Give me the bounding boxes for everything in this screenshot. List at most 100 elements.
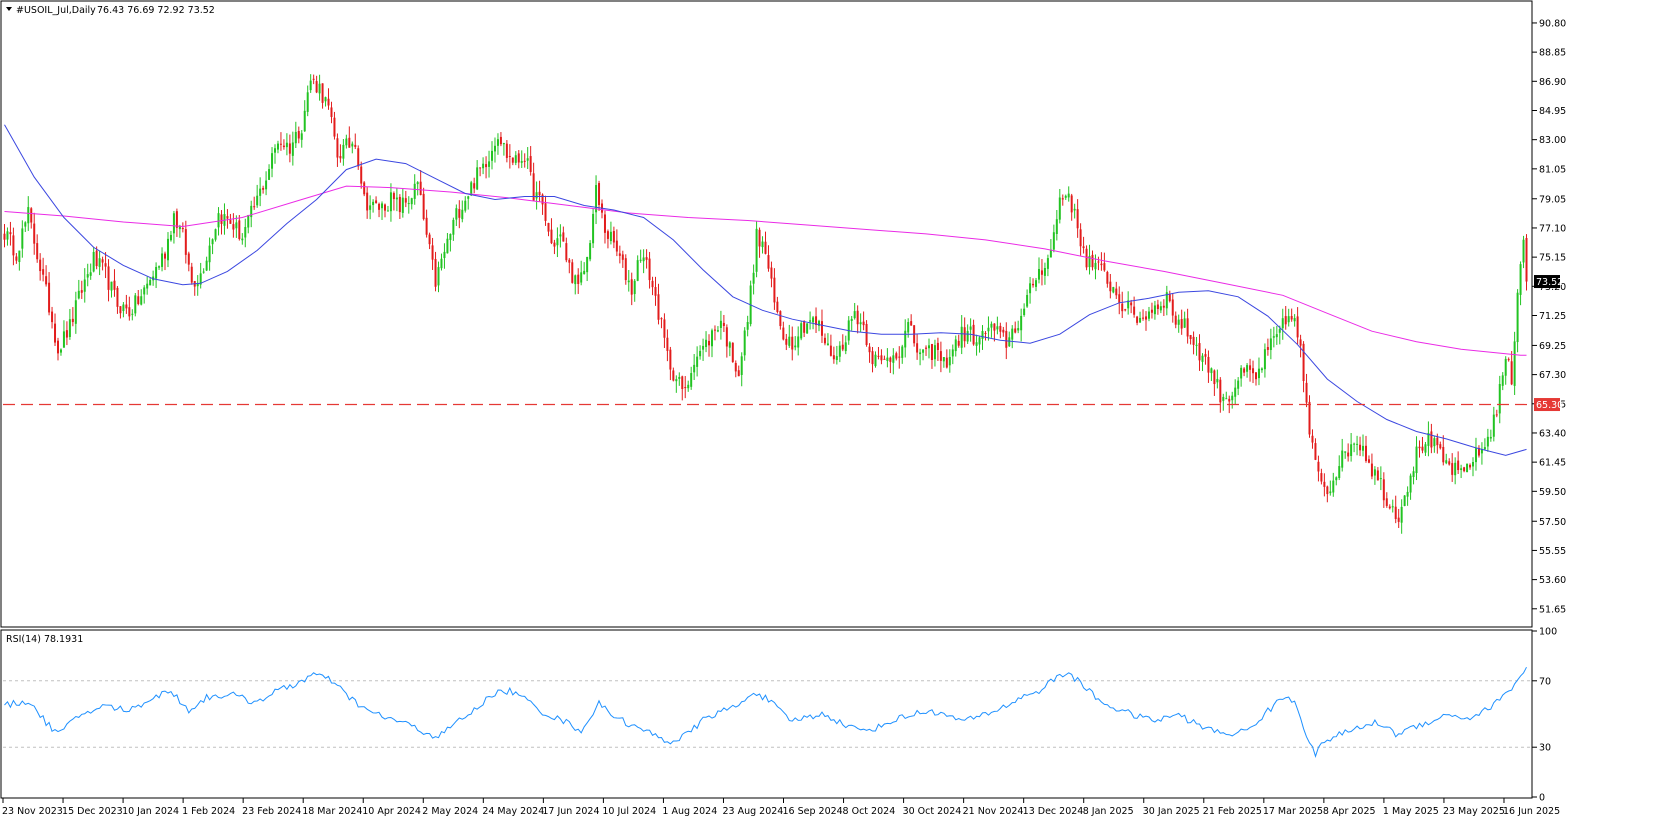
- symbol-label: #USOIL_Jul,Daily: [16, 5, 96, 16]
- candle-body: [134, 295, 137, 314]
- price-tick-label: 81.05: [1539, 164, 1566, 175]
- candle-body: [1213, 370, 1216, 385]
- candle-body: [776, 301, 779, 313]
- candle-body: [1153, 305, 1156, 315]
- candle-body: [437, 267, 440, 286]
- candle-body: [556, 238, 559, 246]
- candle-body: [565, 243, 568, 261]
- candle-body: [1356, 443, 1359, 445]
- candle-body: [1103, 263, 1106, 271]
- candle-body: [660, 318, 663, 320]
- price-panel[interactable]: [0, 0, 1533, 628]
- candle-body: [1347, 452, 1350, 457]
- candle-body: [1510, 361, 1513, 385]
- candle-body: [782, 327, 785, 340]
- candle-body: [92, 252, 95, 272]
- candle-body: [1287, 316, 1290, 323]
- candle-body: [1082, 246, 1085, 249]
- candle-body: [33, 223, 36, 244]
- price-tick-label: 61.45: [1539, 458, 1566, 469]
- candle-body: [1308, 401, 1311, 435]
- candle-body: [1326, 486, 1329, 495]
- candle-body: [708, 340, 711, 346]
- candle-body: [1457, 460, 1460, 471]
- rsi-panel[interactable]: [0, 629, 1533, 799]
- candle-body: [1195, 344, 1198, 346]
- candle-body: [268, 169, 271, 180]
- rsi-tick-label: 30: [1539, 743, 1551, 754]
- candle-body: [633, 280, 636, 295]
- candle-body: [859, 322, 862, 325]
- candle-body: [473, 183, 476, 189]
- candle-body: [1145, 316, 1148, 320]
- candle-body: [336, 138, 339, 158]
- candle-body: [1382, 479, 1385, 501]
- candle-body: [56, 340, 59, 354]
- candle-body: [1174, 315, 1177, 325]
- candle-body: [577, 274, 580, 284]
- x-tick-label: 24 May 2024: [482, 806, 544, 817]
- candle-body: [1085, 248, 1088, 268]
- rsi-tick-label: 70: [1539, 676, 1551, 687]
- candle-body: [1183, 318, 1186, 328]
- candle-body: [589, 243, 592, 260]
- candle-body: [889, 357, 892, 362]
- candle-body: [820, 321, 823, 336]
- candle-body: [942, 357, 945, 362]
- candle-body: [1281, 318, 1284, 329]
- candle-body: [45, 276, 48, 285]
- candle-body: [987, 327, 990, 332]
- candle-body: [333, 117, 336, 137]
- candle-body: [164, 253, 167, 259]
- candle-body: [523, 160, 526, 162]
- candle-body: [1495, 414, 1498, 416]
- candle-body: [271, 153, 274, 169]
- price-tick-label: 83.00: [1539, 135, 1566, 146]
- candle-body: [247, 215, 250, 228]
- candle-body: [981, 331, 984, 339]
- candle-body: [327, 98, 330, 106]
- candle-body: [1231, 395, 1234, 401]
- candle-body: [12, 235, 15, 256]
- candle-body: [422, 193, 425, 220]
- candle-body: [1234, 387, 1237, 397]
- candle-body: [1147, 311, 1150, 319]
- triangle-down-icon[interactable]: [6, 7, 12, 11]
- candle-body: [752, 272, 755, 284]
- candle-body: [321, 83, 324, 103]
- candle-body: [146, 283, 149, 289]
- candle-body: [95, 250, 98, 267]
- candle-body: [562, 232, 565, 242]
- price-tick-label: 51.65: [1539, 604, 1566, 615]
- candle-body: [282, 145, 285, 148]
- candle-body: [1049, 249, 1052, 258]
- candle-body: [898, 356, 901, 358]
- candle-body: [725, 327, 728, 347]
- candle-body: [443, 251, 446, 258]
- candle-body: [166, 238, 169, 261]
- candle-body: [1249, 365, 1252, 370]
- x-tick-label: 16 Jun 2025: [1503, 806, 1560, 817]
- candle-body: [544, 203, 547, 221]
- candle-body: [416, 182, 419, 185]
- candle-body: [1246, 365, 1249, 372]
- candle-body: [957, 340, 960, 346]
- candle-body: [410, 198, 413, 205]
- candle-body: [496, 139, 499, 146]
- candle-body: [740, 356, 743, 375]
- candle-body: [1483, 447, 1486, 450]
- candle-body: [1424, 444, 1427, 453]
- candle-body: [1513, 341, 1516, 386]
- candle-body: [627, 280, 630, 283]
- candle-body: [538, 191, 541, 196]
- x-tick-label: 30 Jan 2025: [1143, 806, 1200, 817]
- candle-body: [1302, 343, 1305, 382]
- candle-body: [1055, 219, 1058, 235]
- candle-body: [1216, 378, 1219, 383]
- price-tick-label: 86.90: [1539, 77, 1566, 88]
- x-tick-label: 15 Dec 2023: [62, 806, 123, 817]
- candle-body: [1011, 328, 1014, 340]
- candle-body: [479, 167, 482, 169]
- x-tick-label: 8 Oct 2024: [843, 806, 896, 817]
